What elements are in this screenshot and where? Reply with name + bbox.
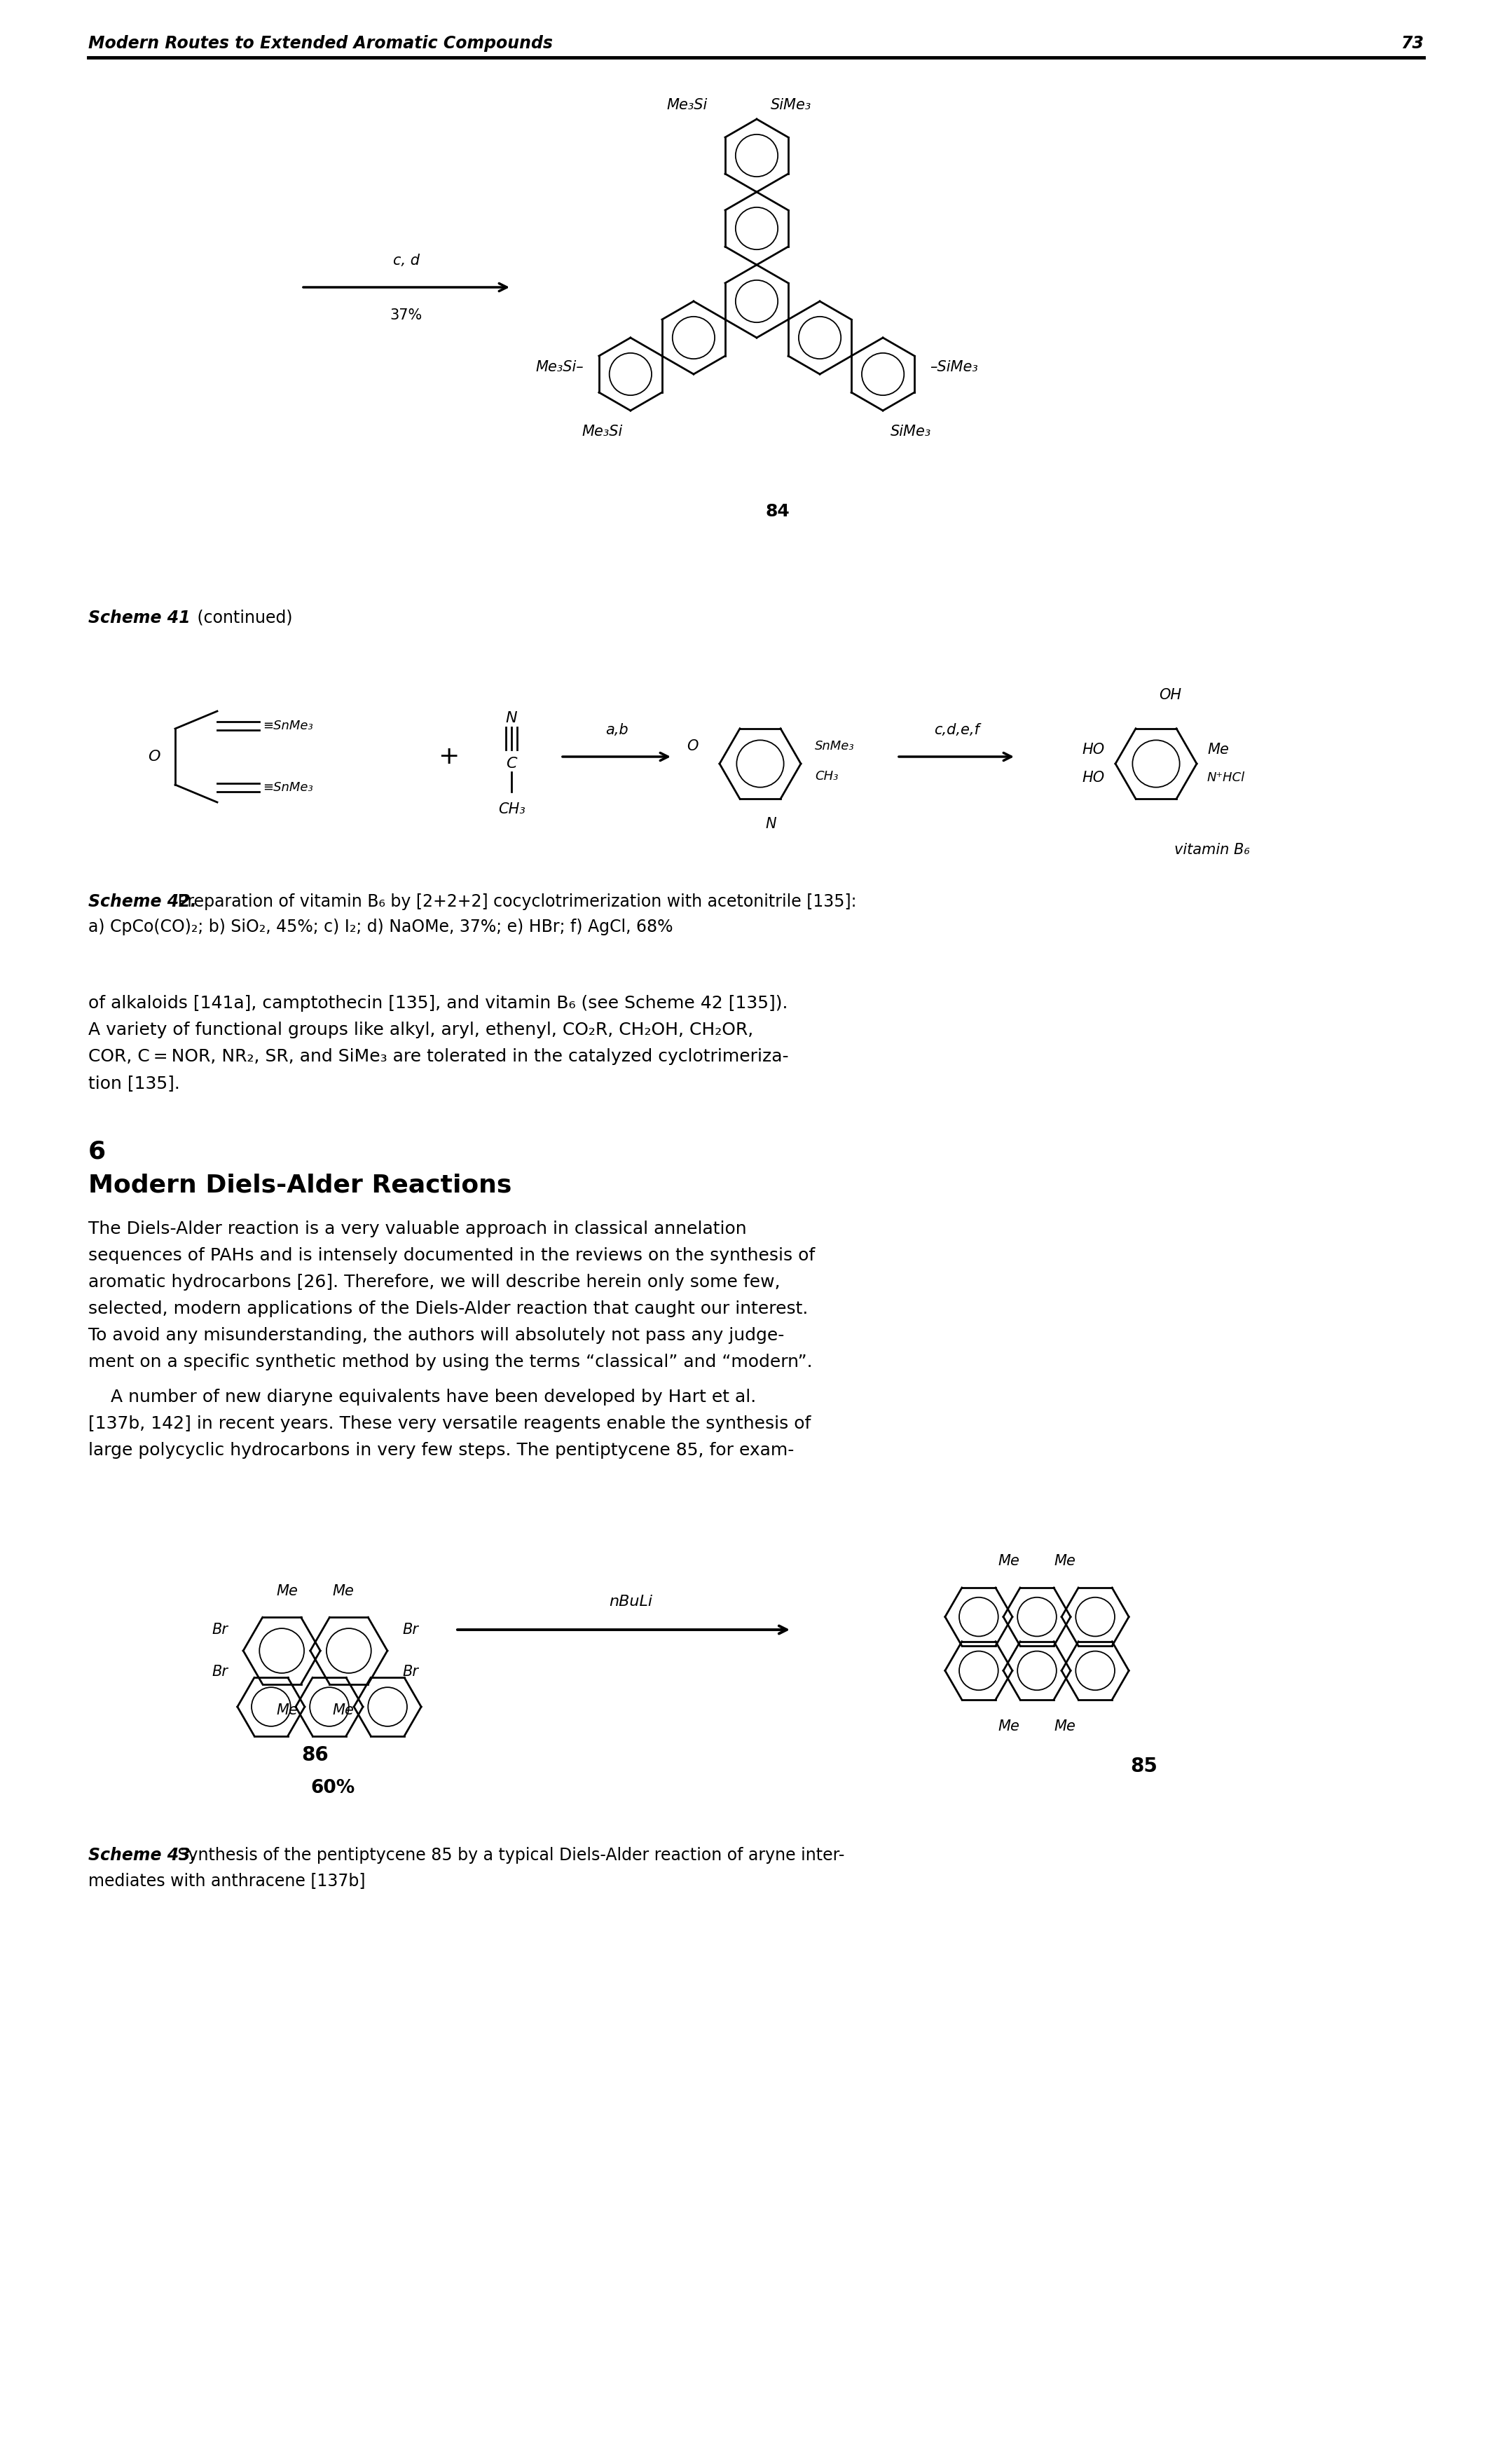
Text: N: N	[505, 711, 517, 726]
Text: ment on a specific synthetic method by using the terms “classical” and “modern”.: ment on a specific synthetic method by u…	[88, 1353, 812, 1370]
Text: HO: HO	[1083, 770, 1105, 785]
Text: Me: Me	[333, 1584, 354, 1599]
Text: vitamin B₆: vitamin B₆	[1175, 844, 1250, 856]
Text: a) CpCo(CO)₂; b) SiO₂, 45%; c) I₂; d) NaOMe, 37%; e) HBr; f) AgCl, 68%: a) CpCo(CO)₂; b) SiO₂, 45%; c) I₂; d) Na…	[88, 918, 673, 935]
Text: 86: 86	[302, 1744, 330, 1764]
Text: SiMe₃: SiMe₃	[771, 98, 812, 113]
Text: Br: Br	[212, 1624, 228, 1636]
Text: 6: 6	[88, 1139, 106, 1164]
Text: Me: Me	[277, 1584, 298, 1599]
Text: ≡SnMe₃: ≡SnMe₃	[263, 721, 313, 733]
Text: A number of new diaryne equivalents have been developed by Hart et al.: A number of new diaryne equivalents have…	[88, 1390, 756, 1405]
Text: (continued): (continued)	[192, 610, 292, 627]
Text: nBuLi: nBuLi	[609, 1594, 652, 1609]
Text: Me: Me	[333, 1702, 354, 1717]
Text: Me: Me	[1207, 743, 1229, 758]
Text: N⁺HCl: N⁺HCl	[1207, 772, 1246, 785]
Text: a,b: a,b	[605, 723, 627, 738]
Text: c,d,e,f: c,d,e,f	[933, 723, 980, 738]
Text: mediates with anthracene [137b]: mediates with anthracene [137b]	[88, 1872, 366, 1889]
Text: tion [135].: tion [135].	[88, 1075, 180, 1092]
Text: SiMe₃: SiMe₃	[891, 426, 931, 438]
Text: Me₃Si–: Me₃Si–	[535, 359, 584, 374]
Text: c, d: c, d	[393, 253, 420, 268]
Text: Synthesis of the pentiptycene 85 by a typical Diels-Alder reaction of aryne inte: Synthesis of the pentiptycene 85 by a ty…	[172, 1847, 845, 1865]
Text: 60%: 60%	[310, 1779, 355, 1798]
Text: Me: Me	[277, 1702, 298, 1717]
Text: The Diels-Alder reaction is a very valuable approach in classical annelation: The Diels-Alder reaction is a very valua…	[88, 1220, 747, 1237]
Text: Me: Me	[1054, 1555, 1077, 1567]
Text: sequences of PAHs and is intensely documented in the reviews on the synthesis of: sequences of PAHs and is intensely docum…	[88, 1247, 815, 1264]
Text: large polycyclic hydrocarbons in very few steps. The pentiptycene 85, for exam-: large polycyclic hydrocarbons in very fe…	[88, 1442, 794, 1459]
Text: Modern Diels-Alder Reactions: Modern Diels-Alder Reactions	[88, 1173, 511, 1198]
Text: aromatic hydrocarbons [26]. Therefore, we will describe herein only some few,: aromatic hydrocarbons [26]. Therefore, w…	[88, 1274, 780, 1292]
Text: OH: OH	[1158, 689, 1181, 701]
Text: Me: Me	[998, 1720, 1019, 1734]
Text: Br: Br	[212, 1665, 228, 1678]
Text: CH₃: CH₃	[815, 770, 838, 782]
Text: N: N	[765, 817, 776, 831]
Text: 85: 85	[1131, 1756, 1158, 1776]
Text: Me₃Si: Me₃Si	[582, 426, 623, 438]
Text: A variety of functional groups like alkyl, aryl, ethenyl, CO₂R, CH₂OH, CH₂OR,: A variety of functional groups like alky…	[88, 1021, 753, 1038]
Text: COR, C = NOR, NR₂, SR, and SiMe₃ are tolerated in the catalyzed cyclotrimeriza-: COR, C = NOR, NR₂, SR, and SiMe₃ are tol…	[88, 1048, 789, 1065]
Text: Br: Br	[402, 1665, 419, 1678]
Text: Scheme 41: Scheme 41	[88, 610, 191, 627]
Text: O: O	[686, 738, 699, 753]
Text: Scheme 42.: Scheme 42.	[88, 893, 197, 910]
Text: Preparation of vitamin B₆ by [2+2+2] cocyclotrimerization with acetonitrile [135: Preparation of vitamin B₆ by [2+2+2] coc…	[172, 893, 856, 910]
Text: Me: Me	[1054, 1720, 1077, 1734]
Text: C: C	[507, 758, 517, 770]
Text: Me₃Si: Me₃Si	[667, 98, 708, 113]
Text: 73: 73	[1400, 34, 1424, 52]
Text: SnMe₃: SnMe₃	[815, 740, 854, 753]
Text: 84: 84	[765, 504, 789, 519]
Text: +: +	[438, 745, 460, 768]
Text: Me: Me	[998, 1555, 1019, 1567]
Text: of alkaloids [141a], camptothecin [135], and vitamin B₆ (see Scheme 42 [135]).: of alkaloids [141a], camptothecin [135],…	[88, 994, 788, 1011]
Text: Br: Br	[402, 1624, 419, 1636]
Text: 37%: 37%	[390, 308, 422, 322]
Text: ≡SnMe₃: ≡SnMe₃	[263, 782, 313, 795]
Text: [137b, 142] in recent years. These very versatile reagents enable the synthesis : [137b, 142] in recent years. These very …	[88, 1414, 810, 1432]
Text: selected, modern applications of the Diels-Alder reaction that caught our intere: selected, modern applications of the Die…	[88, 1301, 807, 1316]
Text: Modern Routes to Extended Aromatic Compounds: Modern Routes to Extended Aromatic Compo…	[88, 34, 553, 52]
Text: To avoid any misunderstanding, the authors will absolutely not pass any judge-: To avoid any misunderstanding, the autho…	[88, 1326, 785, 1343]
Text: –SiMe₃: –SiMe₃	[930, 359, 978, 374]
Text: O: O	[148, 750, 160, 763]
Text: HO: HO	[1083, 743, 1105, 758]
Text: Scheme 43.: Scheme 43.	[88, 1847, 197, 1865]
Text: CH₃: CH₃	[497, 802, 525, 817]
